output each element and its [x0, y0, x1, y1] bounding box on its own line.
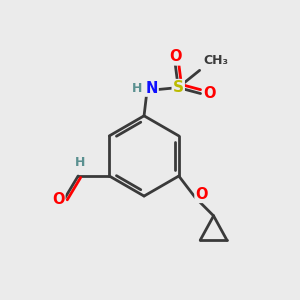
Text: CH₃: CH₃ [203, 54, 228, 67]
Text: O: O [203, 86, 216, 101]
Text: S: S [173, 80, 184, 95]
Text: O: O [52, 192, 64, 207]
Text: H: H [132, 82, 143, 95]
Text: N: N [145, 81, 158, 96]
Text: H: H [74, 156, 85, 169]
Text: O: O [195, 187, 208, 202]
Text: O: O [169, 50, 182, 64]
